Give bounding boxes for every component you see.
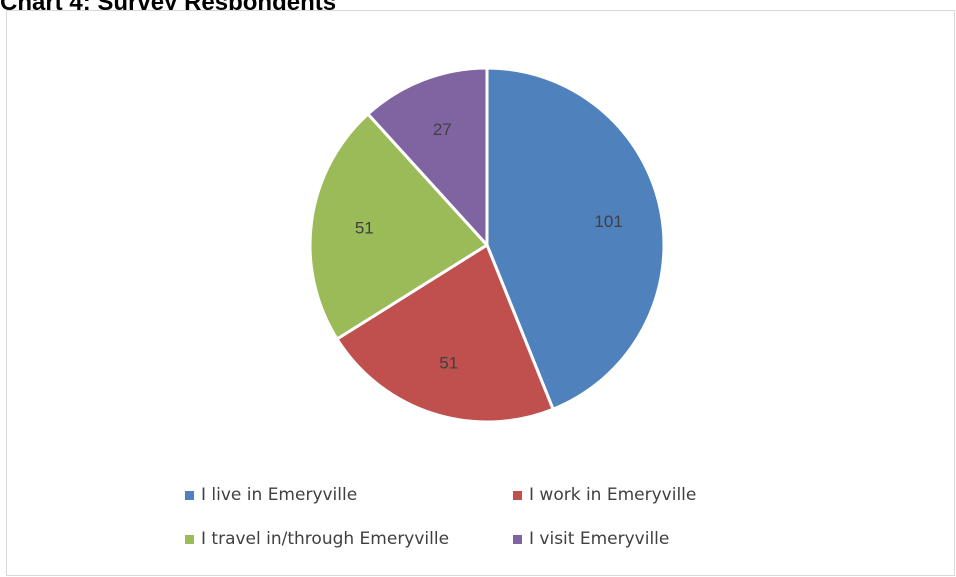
- legend-label-work: I work in Emeryville: [529, 485, 697, 505]
- legend-swatch-visit: [513, 534, 522, 544]
- pie-slice-travel: [308, 112, 489, 341]
- legend-label-visit: I visit Emeryville: [529, 529, 670, 549]
- legend-label-travel: I travel in/through Emeryville: [201, 529, 450, 549]
- data-label-visit: 27: [433, 120, 452, 139]
- legend-label-live: I live in Emeryville: [201, 485, 358, 505]
- legend-swatch-work: [513, 490, 522, 500]
- data-label-work: 51: [439, 353, 458, 372]
- pie-slice-visit: [366, 66, 489, 247]
- legend-swatch-live: [185, 490, 194, 500]
- pie-slice-work: [335, 243, 555, 424]
- legend-item-visit: I visit Emeryville: [513, 528, 745, 550]
- legend-item-work: I work in Emeryville: [513, 484, 745, 506]
- legend-swatch-travel: [185, 534, 194, 544]
- data-label-live: 101: [594, 212, 622, 231]
- legend-item-live: I live in Emeryville: [185, 484, 513, 506]
- data-label-travel: 51: [355, 219, 374, 238]
- legend: I live in Emeryville I work in Emeryvill…: [185, 484, 745, 550]
- legend-item-travel: I travel in/through Emeryville: [185, 528, 513, 550]
- pie-slice-live: [485, 66, 666, 411]
